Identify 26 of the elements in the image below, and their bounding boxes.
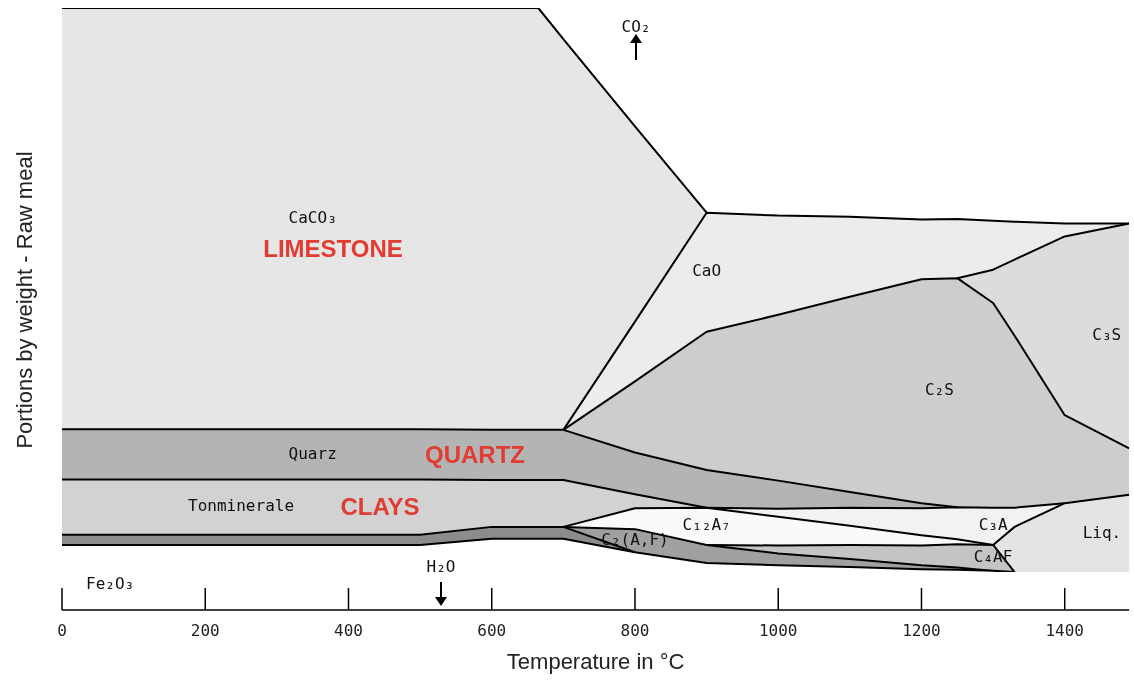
y-axis-title: Portions by weight - Raw meal [12, 151, 38, 449]
annotation: QUARTZ [425, 440, 525, 468]
series-label: Tonminerale [188, 496, 295, 516]
series-label: C₁₂A₇ [682, 515, 731, 535]
annotation: LIMESTONE [263, 234, 403, 262]
annotation: CO₂ [621, 17, 651, 37]
annotation: H₂O [426, 557, 456, 577]
x-axis-title: Temperature in °C [506, 648, 685, 674]
x-tick-label: 800 [620, 620, 650, 640]
series-label: C₃A [978, 515, 1008, 535]
series-label: Liq. [1082, 522, 1122, 542]
series-label: CaO [692, 261, 722, 281]
x-tick-label: 400 [334, 620, 363, 640]
x-tick-label: 0 [57, 620, 67, 640]
x-tick-label: 1400 [1045, 620, 1084, 640]
x-tick-label: 200 [190, 620, 220, 640]
series-label: CaCO₃ [288, 207, 337, 227]
annotation: CLAYS [340, 492, 420, 520]
x-tick-label: 1000 [758, 620, 798, 640]
x-tick-label: 600 [477, 620, 507, 640]
series-label: C₃S [1092, 325, 1122, 345]
series-label: Fe₂O₃ [86, 574, 135, 594]
series-label: C₂(A,F) [601, 529, 669, 549]
series-label: C₂S [924, 380, 954, 400]
x-tick-label: 1200 [902, 620, 941, 640]
series-label: Quarz [288, 443, 337, 463]
